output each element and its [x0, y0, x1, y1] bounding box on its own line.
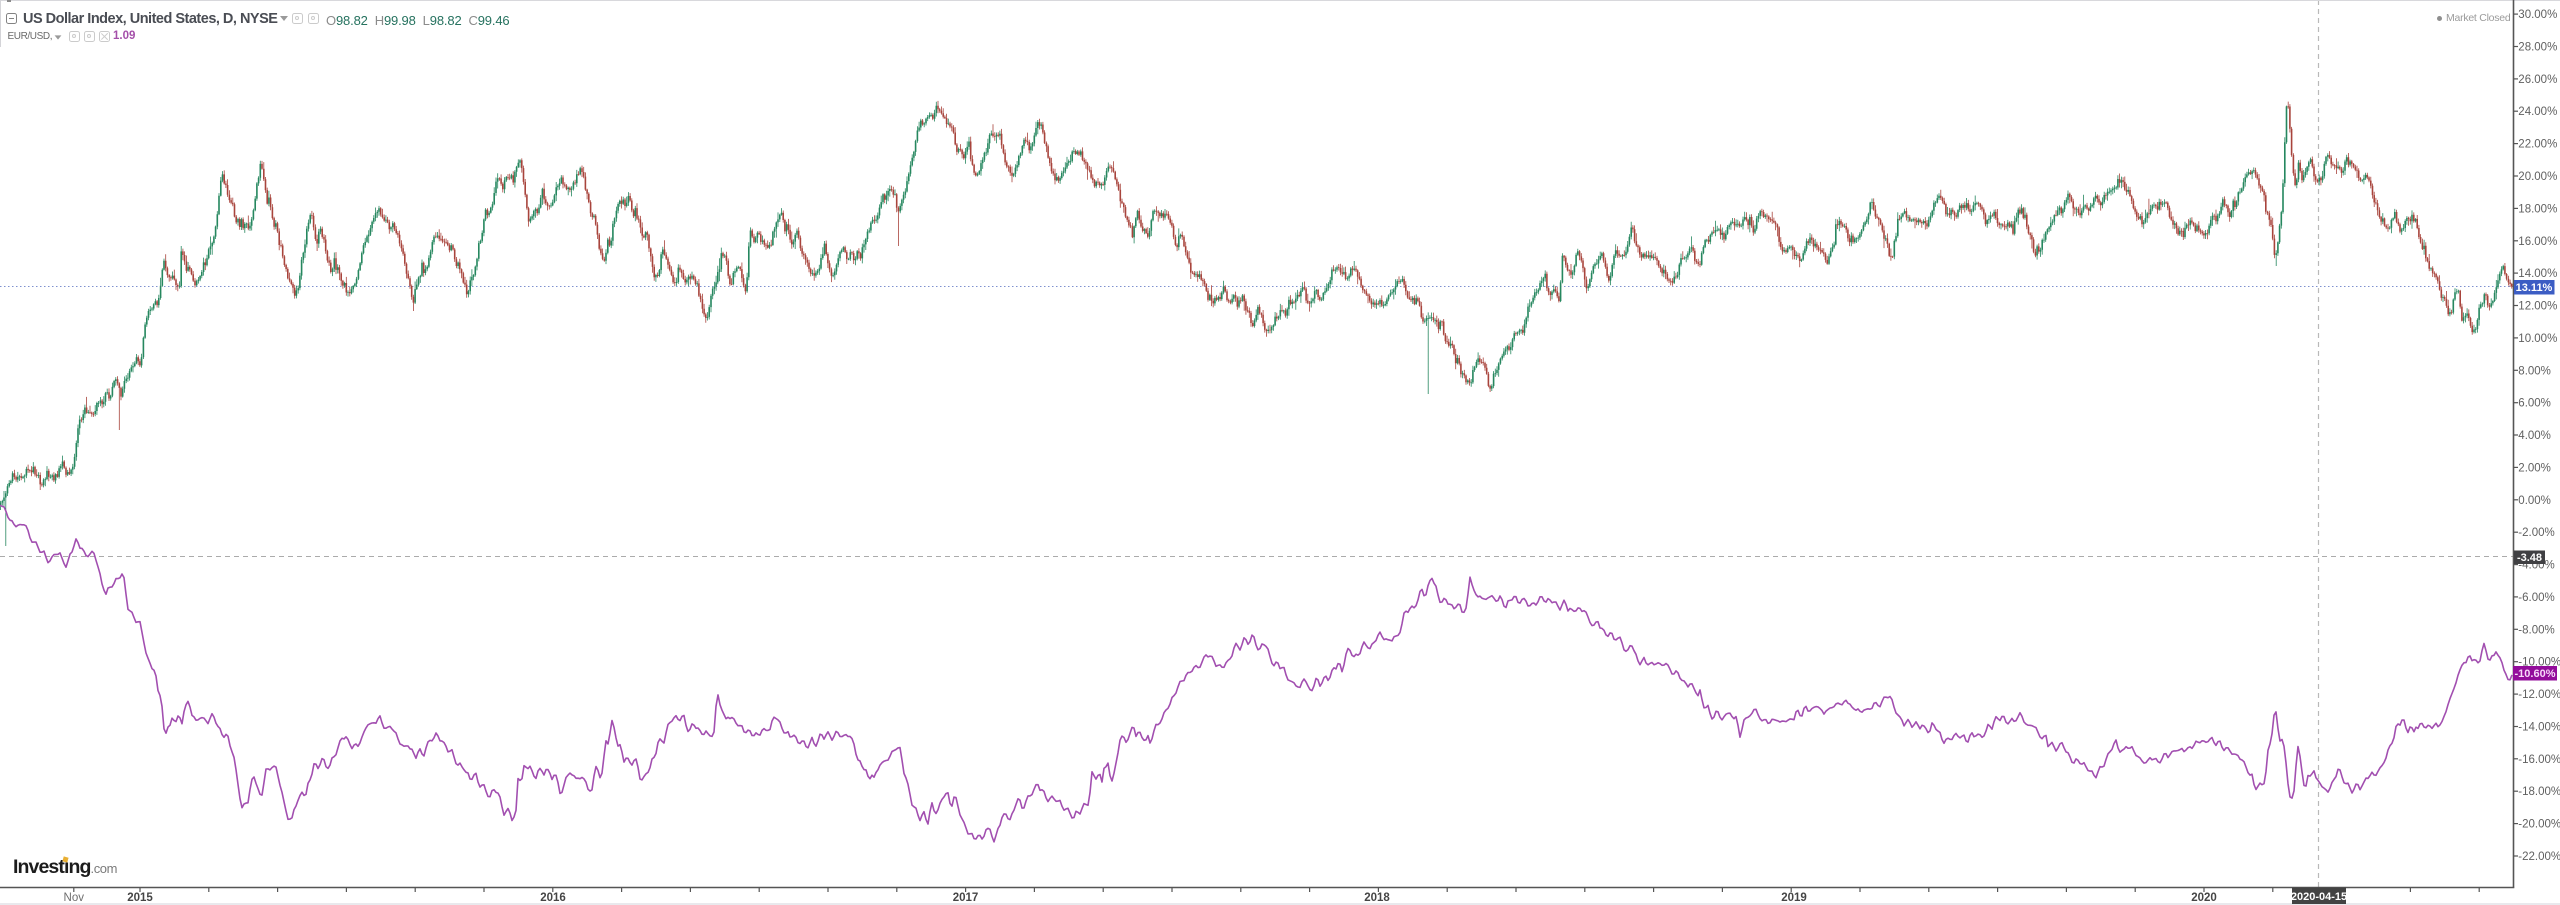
svg-text:-22.00%: -22.00% [2518, 851, 2560, 863]
svg-text:-18.00%: -18.00% [2518, 786, 2560, 798]
svg-text:-6.00%: -6.00% [2518, 592, 2554, 604]
svg-text:13.11%: 13.11% [2516, 282, 2553, 294]
svg-text:-10.00%: -10.00% [2518, 657, 2560, 669]
svg-text:2020-04-15: 2020-04-15 [2291, 891, 2347, 903]
svg-text:-16.00%: -16.00% [2518, 754, 2560, 766]
svg-text:2015: 2015 [127, 892, 153, 904]
svg-text:16.00%: 16.00% [2518, 236, 2557, 248]
svg-text:2.00%: 2.00% [2518, 462, 2551, 474]
svg-text:2017: 2017 [953, 892, 979, 904]
svg-text:22.00%: 22.00% [2518, 139, 2557, 151]
svg-text:12.00%: 12.00% [2518, 301, 2557, 313]
svg-text:-2.00%: -2.00% [2518, 527, 2554, 539]
svg-text:2019: 2019 [1781, 892, 1807, 904]
svg-text:2018: 2018 [1364, 892, 1390, 904]
svg-text:28.00%: 28.00% [2518, 42, 2557, 54]
svg-text:20.00%: 20.00% [2518, 171, 2557, 183]
svg-text:-10.60%: -10.60% [2515, 668, 2556, 680]
svg-text:-20.00%: -20.00% [2518, 819, 2560, 831]
svg-text:Nov: Nov [64, 892, 85, 904]
svg-text:6.00%: 6.00% [2518, 398, 2551, 410]
svg-text:30.00%: 30.00% [2518, 9, 2557, 21]
svg-text:2016: 2016 [540, 892, 566, 904]
svg-text:8.00%: 8.00% [2518, 365, 2551, 377]
svg-text:18.00%: 18.00% [2518, 203, 2557, 215]
svg-text:-8.00%: -8.00% [2518, 624, 2554, 636]
svg-text:10.00%: 10.00% [2518, 333, 2557, 345]
svg-text:-14.00%: -14.00% [2518, 722, 2560, 734]
svg-text:26.00%: 26.00% [2518, 74, 2557, 86]
svg-text:-3.48: -3.48 [2517, 552, 2542, 564]
svg-text:14.00%: 14.00% [2518, 268, 2557, 280]
svg-text:-12.00%: -12.00% [2518, 689, 2560, 701]
svg-text:0.00%: 0.00% [2518, 495, 2551, 507]
svg-text:2020: 2020 [2191, 892, 2217, 904]
svg-text:24.00%: 24.00% [2518, 106, 2557, 118]
svg-text:4.00%: 4.00% [2518, 430, 2551, 442]
